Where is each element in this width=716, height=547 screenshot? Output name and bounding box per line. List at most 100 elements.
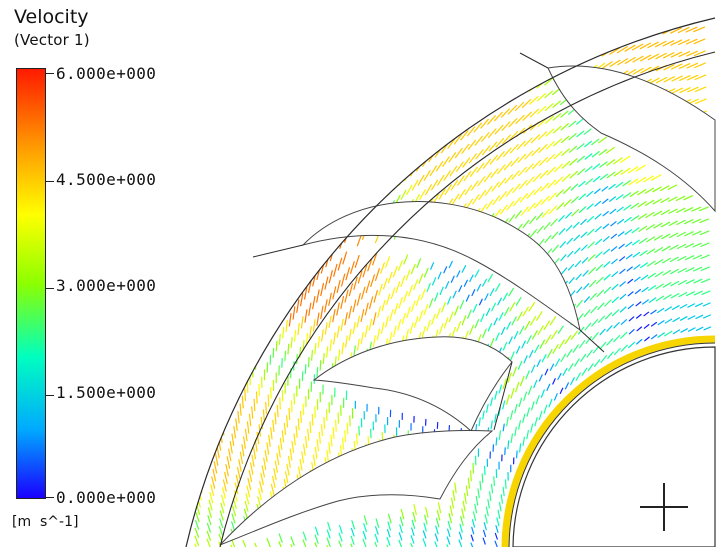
velocity-vector bbox=[529, 95, 539, 105]
velocity-vector bbox=[273, 45, 280, 57]
velocity-vector bbox=[449, 165, 458, 177]
velocity-vector bbox=[254, 542, 260, 547]
velocity-vector bbox=[277, 309, 280, 324]
velocity-vector bbox=[447, 528, 451, 538]
velocity-vector bbox=[399, 127, 408, 139]
velocity-vector bbox=[210, 147, 216, 161]
velocity-vector bbox=[560, 135, 570, 144]
velocity-vector bbox=[606, 325, 613, 332]
velocity-vector bbox=[495, 525, 499, 534]
velocity-vector bbox=[250, 462, 254, 475]
velocity-vector bbox=[386, 49, 395, 61]
velocity-vector bbox=[506, 394, 510, 405]
velocity-vector bbox=[650, 309, 657, 315]
velocity-vector bbox=[392, 265, 398, 278]
velocity-vector bbox=[699, 218, 710, 224]
velocity-vector bbox=[628, 178, 639, 186]
velocity-vector bbox=[617, 231, 625, 237]
velocity-vector bbox=[354, 167, 360, 178]
velocity-vector bbox=[232, 138, 238, 152]
velocity-vector bbox=[218, 156, 223, 170]
velocity-vector bbox=[324, 180, 330, 192]
velocity-vector bbox=[647, 41, 659, 49]
velocity-vector bbox=[220, 263, 223, 277]
velocity-vector bbox=[552, 87, 561, 96]
velocity-vector bbox=[514, 101, 525, 112]
velocity-vector bbox=[619, 281, 626, 287]
velocity-vector bbox=[586, 216, 595, 223]
velocity-vector bbox=[536, 225, 544, 234]
velocity-vector bbox=[270, 323, 273, 336]
velocity-vector bbox=[668, 232, 679, 239]
velocity-vector bbox=[524, 320, 531, 331]
velocity-vector bbox=[428, 298, 434, 308]
velocity-vector bbox=[677, 267, 687, 274]
velocity-vector bbox=[429, 165, 437, 177]
velocity-vector bbox=[637, 213, 647, 220]
velocity-vector bbox=[388, 76, 397, 88]
velocity-vector bbox=[523, 355, 528, 364]
velocity-vector bbox=[587, 363, 594, 372]
velocity-vector bbox=[435, 61, 444, 72]
velocity-vector bbox=[412, 32, 422, 44]
velocity-vector bbox=[495, 437, 498, 446]
velocity-vector bbox=[512, 50, 523, 60]
velocity-vector bbox=[265, 401, 267, 415]
velocity-vector bbox=[308, 111, 315, 122]
velocity-vector bbox=[672, 329, 681, 335]
velocity-vector bbox=[435, 160, 444, 172]
velocity-vector bbox=[467, 18, 478, 28]
velocity-vector bbox=[654, 40, 667, 48]
velocity-vector bbox=[372, 312, 377, 326]
velocity-vector bbox=[462, 59, 472, 71]
velocity-vector bbox=[294, 142, 300, 154]
velocity-vector bbox=[599, 161, 608, 168]
velocity-vector bbox=[528, 301, 536, 312]
velocity-vector bbox=[678, 292, 688, 298]
velocity-vector bbox=[273, 165, 279, 178]
velocity-vector bbox=[520, 35, 530, 44]
velocity-vector bbox=[226, 304, 229, 317]
velocity-vector bbox=[246, 485, 251, 498]
velocity-vector bbox=[581, 244, 588, 251]
velocity-vector bbox=[379, 53, 388, 65]
velocity-vector bbox=[381, 67, 389, 79]
velocity-vector bbox=[530, 134, 540, 144]
velocity-vector bbox=[357, 338, 360, 351]
velocity-vector bbox=[443, 170, 451, 181]
velocity-vector bbox=[483, 37, 493, 47]
velocity-vector bbox=[399, 40, 408, 52]
velocity-vector bbox=[352, 153, 358, 163]
velocity-vector bbox=[452, 193, 460, 205]
velocity-vector bbox=[551, 50, 560, 58]
velocity-vector bbox=[496, 517, 500, 527]
velocity-vector bbox=[693, 50, 706, 57]
velocity-vector bbox=[499, 82, 509, 92]
velocity-vector bbox=[290, 336, 293, 348]
velocity-vector bbox=[443, 266, 448, 274]
velocity-vector bbox=[266, 119, 272, 131]
velocity-vector bbox=[331, 29, 339, 41]
velocity-vector bbox=[297, 231, 302, 245]
velocity-vector bbox=[487, 499, 490, 509]
velocity-vector bbox=[290, 112, 296, 123]
velocity-vector bbox=[633, 264, 641, 270]
velocity-vector bbox=[320, 150, 326, 161]
velocity-vector bbox=[222, 487, 226, 499]
velocity-vector bbox=[314, 57, 322, 70]
velocity-vector bbox=[509, 302, 516, 312]
velocity-vector bbox=[545, 141, 555, 150]
velocity-vector bbox=[277, 25, 285, 38]
velocity-vector bbox=[542, 27, 552, 35]
velocity-vector bbox=[460, 20, 471, 31]
velocity-vector bbox=[362, 538, 367, 547]
velocity-vector bbox=[221, 115, 227, 129]
velocity-vector bbox=[247, 121, 254, 134]
velocity-vector bbox=[656, 307, 665, 314]
velocity-vector bbox=[350, 261, 355, 274]
velocity-vector bbox=[662, 282, 672, 288]
velocity-vector bbox=[632, 55, 644, 63]
velocity-vector bbox=[392, 44, 401, 56]
velocity-vector bbox=[700, 254, 710, 260]
